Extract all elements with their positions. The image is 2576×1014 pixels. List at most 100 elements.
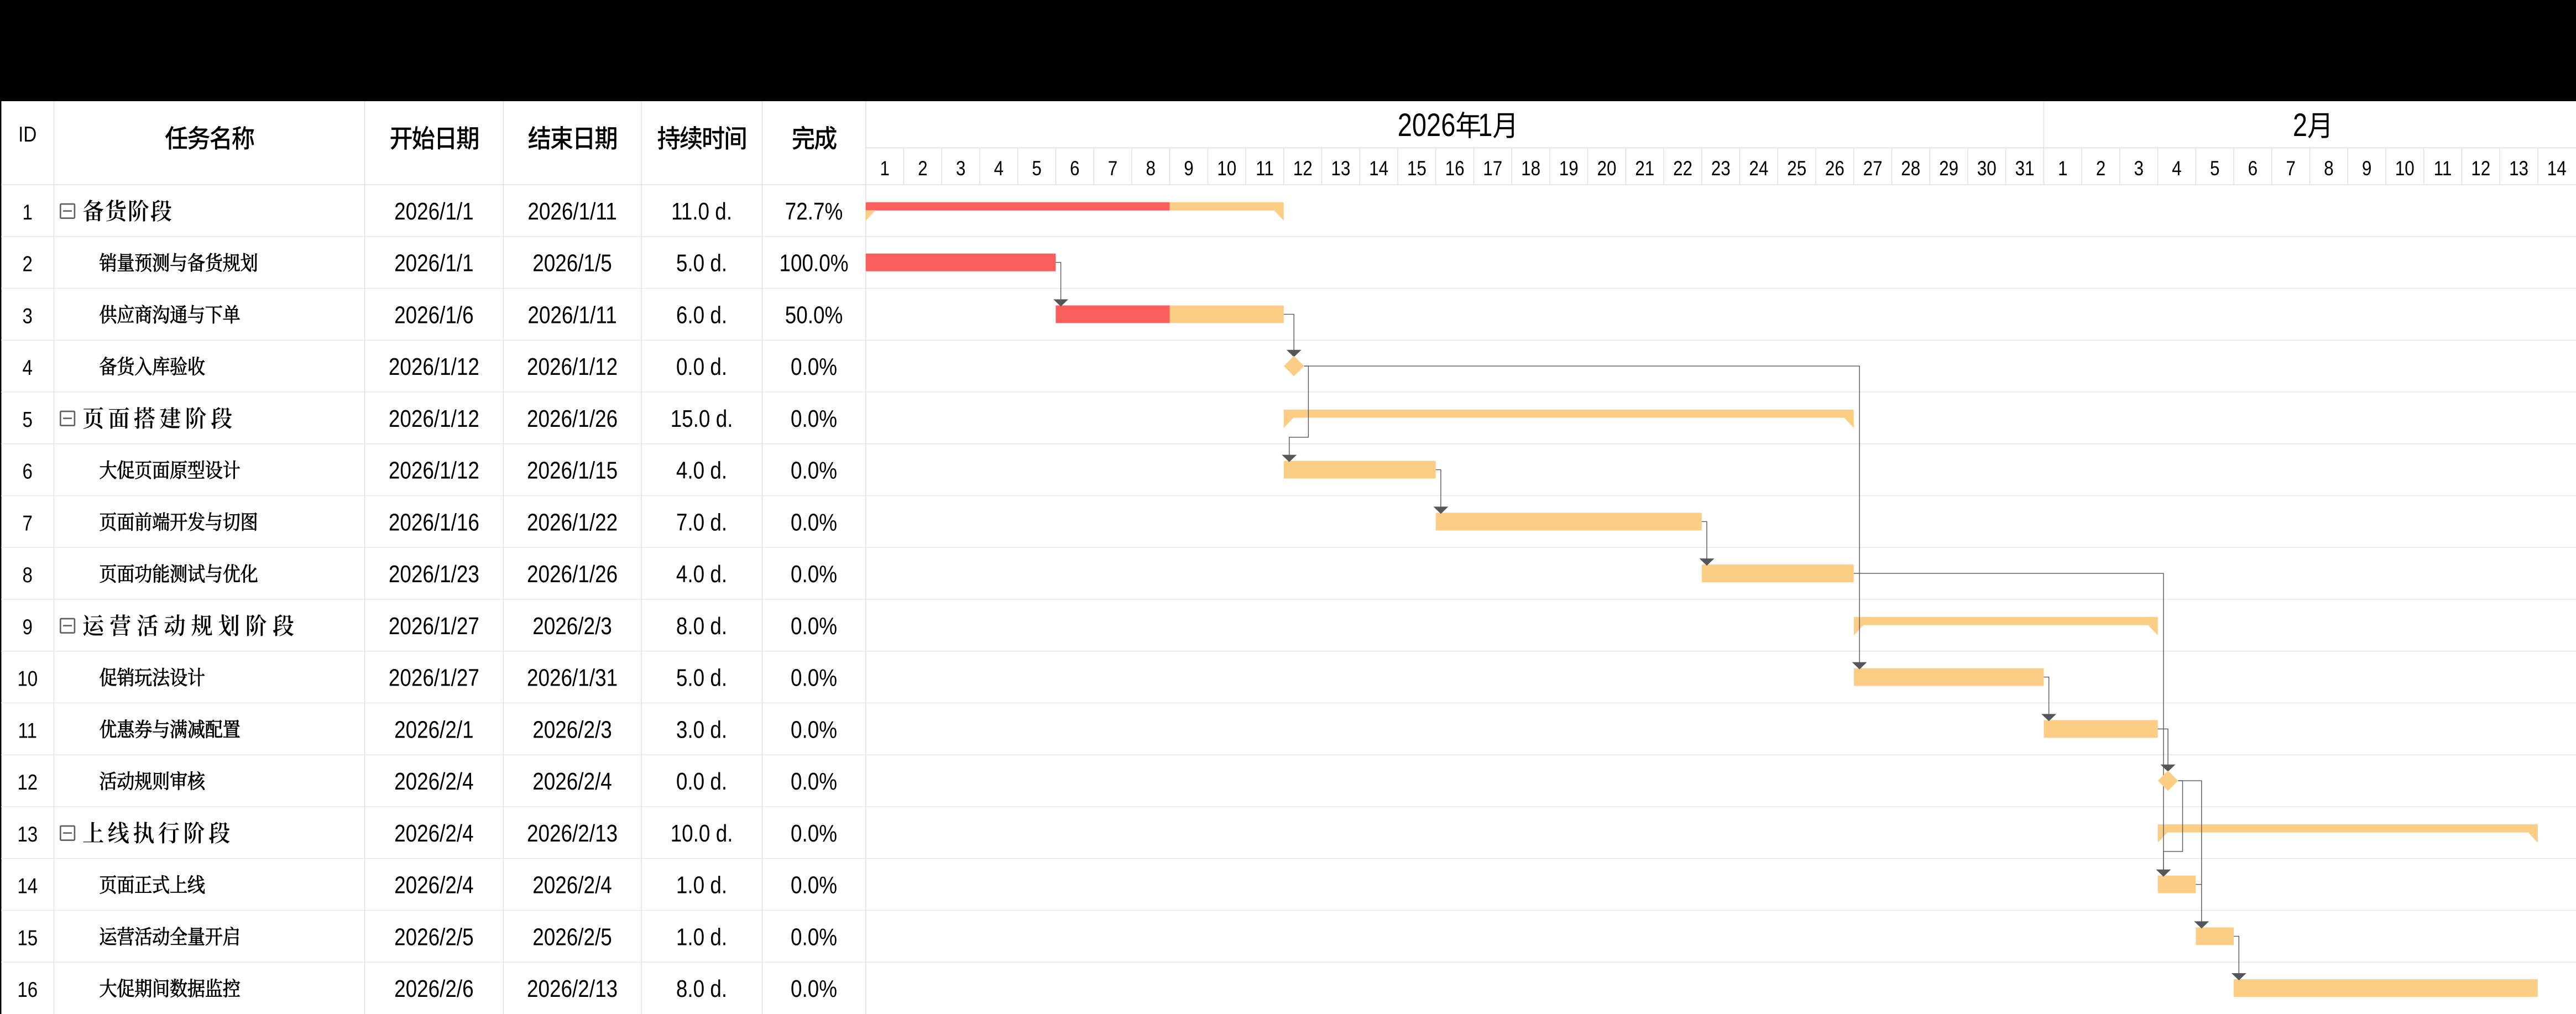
- svg-text:2026/1/12: 2026/1/12: [389, 457, 479, 484]
- svg-text:6: 6: [2248, 158, 2258, 180]
- svg-text:3: 3: [956, 158, 965, 180]
- svg-text:11: 11: [18, 718, 37, 743]
- svg-text:25: 25: [1787, 158, 1806, 180]
- svg-text:2026/1/12: 2026/1/12: [389, 353, 479, 380]
- svg-text:2026/1/26: 2026/1/26: [527, 561, 618, 587]
- svg-text:10.0 d.: 10.0 d.: [671, 820, 733, 846]
- svg-text:11.0 d.: 11.0 d.: [671, 198, 732, 224]
- svg-text:8.0 d.: 8.0 d.: [676, 975, 727, 1002]
- svg-text:1.0 d.: 1.0 d.: [676, 924, 727, 950]
- svg-text:6: 6: [23, 459, 33, 483]
- svg-text:0.0%: 0.0%: [791, 820, 837, 846]
- svg-text:0.0%: 0.0%: [791, 561, 837, 587]
- svg-text:2026/2/1: 2026/2/1: [394, 717, 474, 743]
- svg-text:9: 9: [1184, 158, 1193, 180]
- svg-text:2026/1/26: 2026/1/26: [527, 405, 618, 432]
- svg-text:8: 8: [23, 563, 33, 587]
- svg-text:3: 3: [2134, 158, 2143, 180]
- svg-text:16: 16: [17, 978, 38, 1002]
- svg-text:0.0%: 0.0%: [791, 717, 837, 743]
- svg-text:19: 19: [1559, 158, 1579, 180]
- svg-text:0: 0: [1412, 107, 1427, 143]
- svg-text:2026/1/5: 2026/1/5: [532, 250, 612, 276]
- svg-text:10: 10: [1217, 158, 1236, 180]
- svg-text:2026/1/11: 2026/1/11: [527, 198, 616, 224]
- svg-text:31: 31: [2015, 158, 2035, 180]
- svg-text:2026/1/31: 2026/1/31: [527, 665, 618, 691]
- svg-text:2: 2: [2293, 107, 2307, 143]
- svg-text:2026/1/1: 2026/1/1: [394, 250, 474, 276]
- svg-text:2: 2: [918, 158, 927, 180]
- svg-text:2026/1/12: 2026/1/12: [527, 353, 618, 380]
- svg-text:13: 13: [1331, 158, 1350, 180]
- svg-text:8.0 d.: 8.0 d.: [676, 613, 727, 639]
- svg-text:14: 14: [1369, 158, 1388, 180]
- svg-text:2: 2: [1427, 107, 1441, 143]
- svg-text:22: 22: [1673, 158, 1692, 180]
- svg-text:30: 30: [1977, 158, 1997, 180]
- svg-text:2026/2/13: 2026/2/13: [527, 975, 618, 1002]
- svg-text:12: 12: [2471, 158, 2490, 180]
- svg-text:2026/1/23: 2026/1/23: [389, 561, 479, 587]
- svg-text:2026/1/22: 2026/1/22: [527, 509, 618, 536]
- svg-text:2: 2: [23, 252, 33, 276]
- svg-text:2026/1/1: 2026/1/1: [394, 198, 474, 224]
- svg-text:0.0%: 0.0%: [791, 405, 837, 432]
- svg-text:2026/1/12: 2026/1/12: [389, 405, 479, 432]
- svg-text:2: 2: [2096, 158, 2105, 180]
- svg-text:11: 11: [2434, 158, 2452, 180]
- svg-text:1: 1: [23, 200, 33, 224]
- svg-text:2026/1/27: 2026/1/27: [389, 665, 479, 691]
- svg-text:2026/2/5: 2026/2/5: [532, 924, 612, 950]
- svg-text:ID: ID: [18, 122, 36, 146]
- svg-text:23: 23: [1711, 158, 1731, 180]
- svg-text:8: 8: [2324, 158, 2333, 180]
- svg-text:2026/2/3: 2026/2/3: [532, 613, 612, 639]
- svg-text:2: 2: [1398, 107, 1412, 143]
- svg-text:7: 7: [2286, 158, 2295, 180]
- svg-text:2026/1/27: 2026/1/27: [389, 613, 479, 639]
- svg-text:0.0%: 0.0%: [791, 924, 837, 950]
- svg-text:11: 11: [1256, 158, 1274, 180]
- svg-text:2026/2/13: 2026/2/13: [527, 820, 618, 846]
- svg-text:0.0%: 0.0%: [791, 975, 837, 1002]
- svg-text:20: 20: [1597, 158, 1617, 180]
- svg-text:2026/2/4: 2026/2/4: [532, 872, 612, 898]
- svg-text:14: 14: [17, 874, 38, 898]
- svg-text:5: 5: [23, 407, 33, 431]
- svg-text:17: 17: [1483, 158, 1502, 180]
- svg-text:15.0 d.: 15.0 d.: [671, 405, 733, 432]
- svg-text:1: 1: [1478, 107, 1492, 143]
- svg-text:4.0 d.: 4.0 d.: [676, 457, 727, 484]
- svg-text:0.0%: 0.0%: [791, 665, 837, 691]
- svg-text:2026/2/3: 2026/2/3: [532, 717, 612, 743]
- svg-text:72.7%: 72.7%: [785, 198, 843, 224]
- svg-text:7: 7: [23, 511, 33, 535]
- svg-text:4: 4: [994, 158, 1004, 180]
- svg-text:26: 26: [1825, 158, 1845, 180]
- svg-text:16: 16: [1445, 158, 1465, 180]
- svg-text:5: 5: [2210, 158, 2219, 180]
- svg-text:18: 18: [1521, 158, 1540, 180]
- svg-text:2026/2/4: 2026/2/4: [394, 768, 474, 795]
- svg-text:2026/1/16: 2026/1/16: [389, 509, 479, 536]
- svg-text:5: 5: [1032, 158, 1041, 180]
- svg-text:6.0 d.: 6.0 d.: [676, 302, 727, 328]
- svg-text:0.0%: 0.0%: [791, 768, 837, 795]
- svg-text:2026/2/4: 2026/2/4: [394, 872, 474, 898]
- svg-text:12: 12: [1293, 158, 1313, 180]
- svg-text:4.0 d.: 4.0 d.: [676, 561, 727, 587]
- svg-text:12: 12: [17, 770, 38, 795]
- svg-text:0.0%: 0.0%: [791, 457, 837, 484]
- svg-text:5.0 d.: 5.0 d.: [676, 665, 727, 691]
- svg-text:4: 4: [23, 356, 33, 380]
- svg-text:2026/2/4: 2026/2/4: [532, 768, 612, 795]
- svg-text:7: 7: [1108, 158, 1117, 180]
- svg-text:10: 10: [2395, 158, 2415, 180]
- svg-text:0.0%: 0.0%: [791, 613, 837, 639]
- svg-text:4: 4: [2172, 158, 2181, 180]
- svg-text:0.0%: 0.0%: [791, 509, 837, 536]
- svg-text:2026/1/11: 2026/1/11: [527, 302, 616, 328]
- svg-text:1: 1: [880, 158, 889, 180]
- svg-text:3: 3: [23, 304, 33, 328]
